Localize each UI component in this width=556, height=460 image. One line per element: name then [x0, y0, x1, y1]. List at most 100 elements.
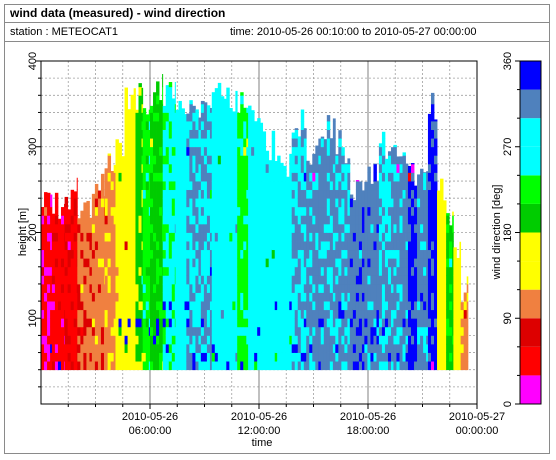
heatmap-cell: [217, 249, 222, 259]
heatmap-cell: [352, 266, 357, 276]
heatmap-cell: [156, 258, 160, 268]
heatmap-cell: [229, 241, 233, 251]
heatmap-cell: [251, 241, 255, 251]
heatmap-cell: [159, 249, 163, 259]
heatmap-cell: [148, 181, 151, 191]
heatmap-cell: [162, 223, 164, 233]
heatmap-cell: [156, 309, 160, 319]
heatmap-cell: [220, 343, 225, 353]
heatmap-cell: [271, 198, 276, 208]
heatmap-cell: [226, 266, 230, 276]
heatmap-cell: [318, 181, 322, 191]
heatmap-cell: [209, 232, 213, 242]
heatmap-cell: [175, 138, 179, 148]
heatmap-cell: [243, 292, 247, 302]
heatmap-cell: [283, 318, 287, 328]
heatmap-cell: [148, 361, 151, 371]
heatmap-cell: [347, 318, 351, 328]
heatmap-cell: [223, 181, 227, 191]
heatmap-cell: [237, 249, 241, 259]
heatmap-cell: [277, 318, 281, 328]
heatmap-cell: [80, 258, 84, 268]
heatmap-cell: [145, 215, 150, 225]
heatmap-cell: [127, 121, 132, 130]
heatmap-cell: [381, 198, 386, 208]
heatmap-cell: [44, 249, 48, 259]
heatmap-cell: [370, 206, 374, 216]
heatmap-cell: [417, 189, 421, 199]
heatmap-cell: [168, 206, 173, 216]
heatmap-cell: [449, 292, 453, 302]
heatmap-cell: [104, 318, 109, 328]
heatmap-cell: [402, 232, 406, 242]
heatmap-cell: [286, 258, 290, 268]
heatmap-cell: [243, 189, 247, 199]
heatmap-cell: [178, 318, 182, 328]
heatmap-cell: [420, 181, 424, 191]
heatmap-cell: [289, 241, 293, 251]
heatmap-cell: [141, 318, 144, 328]
heatmap-cell: [184, 232, 187, 242]
heatmap-cell: [274, 172, 278, 182]
heatmap-cell: [280, 223, 284, 233]
heatmap-cell: [235, 232, 238, 242]
heatmap-cell: [162, 352, 167, 362]
heatmap-cell: [271, 361, 276, 371]
heatmap-cell: [133, 95, 136, 105]
heatmap-cell: [246, 198, 249, 208]
heatmap-cell: [318, 309, 322, 319]
heatmap-cell: [373, 163, 377, 165]
heatmap-cell: [364, 258, 368, 268]
heatmap-cell: [174, 318, 176, 328]
heatmap-cell: [323, 361, 328, 371]
heatmap-cell: [449, 232, 453, 242]
heatmap-cell: [251, 232, 255, 242]
heatmap-cell: [341, 181, 345, 191]
heatmap-cell: [118, 223, 122, 233]
heatmap-cell: [121, 326, 125, 336]
heatmap-cell: [150, 138, 154, 148]
heatmap-cell: [124, 258, 128, 268]
heatmap-cell: [124, 343, 128, 353]
heatmap-cell: [226, 87, 230, 96]
heatmap-cell: [86, 318, 90, 328]
heatmap-cell: [440, 275, 444, 285]
heatmap-cell: [237, 318, 241, 328]
heatmap-cell: [100, 266, 105, 276]
heatmap-cell: [240, 309, 244, 319]
heatmap-cell: [427, 352, 432, 362]
heatmap-cell: [274, 283, 278, 293]
heatmap-cell: [396, 361, 400, 371]
heatmap-cell: [306, 172, 310, 182]
heatmap-cell: [243, 223, 247, 233]
heatmap-cell: [434, 172, 438, 182]
heatmap-cell: [376, 309, 380, 319]
heatmap-cell: [57, 343, 62, 353]
heatmap-cell: [76, 283, 78, 293]
heatmap-cell: [142, 335, 147, 345]
heatmap-cell: [184, 249, 187, 259]
heatmap-cell: [189, 206, 193, 216]
heatmap-cell: [80, 223, 84, 233]
heatmap-cell: [430, 121, 435, 130]
heatmap-cell: [229, 198, 233, 208]
heatmap-cell: [294, 258, 299, 268]
heatmap-cell: [73, 198, 78, 208]
heatmap-cell: [223, 292, 227, 302]
x-tick-label-time: 06:00:00: [129, 425, 172, 437]
heatmap-cell: [449, 352, 453, 362]
heatmap-cell: [303, 206, 307, 216]
heatmap-cell: [133, 361, 136, 371]
heatmap-cell: [306, 258, 310, 268]
heatmap-cell: [423, 215, 427, 225]
heatmap-cell: [189, 335, 193, 345]
heatmap-cell: [211, 146, 216, 156]
heatmap-cell: [175, 249, 179, 259]
heatmap-cell: [426, 301, 429, 311]
heatmap-cell: [145, 249, 150, 259]
heatmap-cell: [232, 266, 236, 276]
heatmap-cell: [248, 301, 252, 311]
heatmap-cell: [209, 326, 213, 336]
heatmap-cell: [192, 309, 196, 319]
heatmap-cell: [171, 343, 176, 353]
